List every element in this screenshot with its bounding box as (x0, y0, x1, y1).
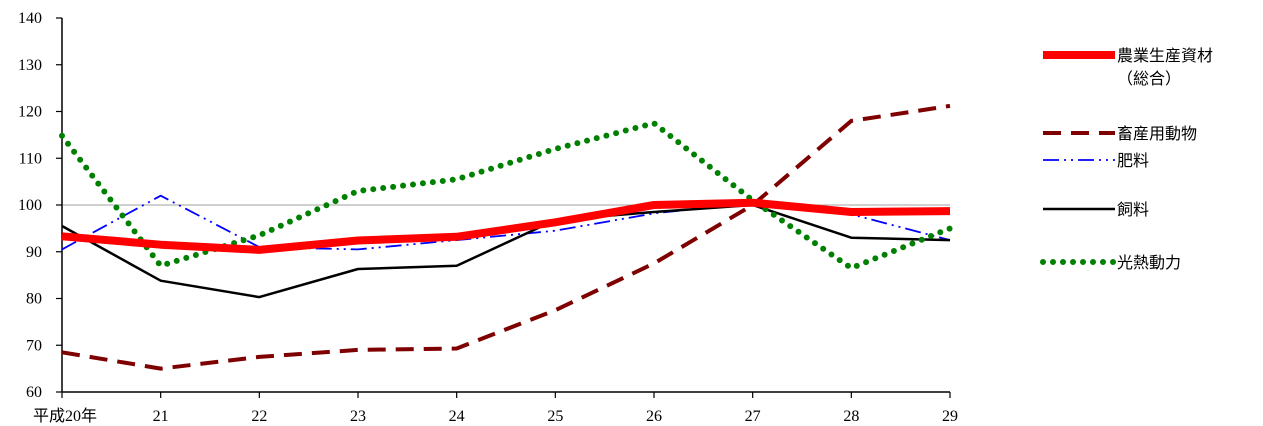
legend-label-0: 農業生産資材 (1117, 46, 1213, 65)
x-tick-label: 29 (942, 408, 958, 425)
y-tick-label: 80 (26, 291, 42, 308)
x-tick-label: 23 (350, 408, 366, 425)
x-tick-label: 平成20年 (33, 407, 97, 425)
legend-label-2: 肥料 (1117, 151, 1149, 170)
y-tick-label: 110 (19, 150, 42, 167)
y-tick-label: 70 (26, 337, 42, 354)
x-tick-label: 28 (843, 408, 859, 425)
y-tick-label: 140 (18, 10, 42, 27)
x-tick-label: 26 (646, 408, 662, 425)
legend-label-3: 飼料 (1117, 200, 1149, 219)
x-tick-label: 24 (449, 408, 465, 425)
x-tick-label: 27 (745, 408, 761, 425)
y-tick-label: 120 (18, 104, 42, 121)
x-tick-label: 21 (153, 408, 169, 425)
legend-label-0: （総合） (1117, 69, 1181, 88)
series-line-2 (61, 194, 951, 251)
axes: 60 70 80 90 100 110 120 130 140 平成20年 21 22 23 24 25 26… (18, 10, 958, 425)
y-tick-label: 100 (18, 197, 42, 214)
legend-label-1: 畜産用動物 (1117, 124, 1197, 143)
y-tick-label: 130 (18, 57, 42, 74)
series-line-0 (61, 198, 951, 254)
series-group (59, 103, 953, 371)
y-tick-label: 90 (26, 244, 42, 261)
x-tick-label: 25 (547, 408, 563, 425)
y-tick-label: 60 (26, 384, 42, 401)
legend-label-4: 光熱動力 (1117, 253, 1181, 272)
series-line-3 (61, 203, 951, 299)
series-line-1 (61, 103, 951, 371)
x-tick-label: 22 (251, 408, 267, 425)
